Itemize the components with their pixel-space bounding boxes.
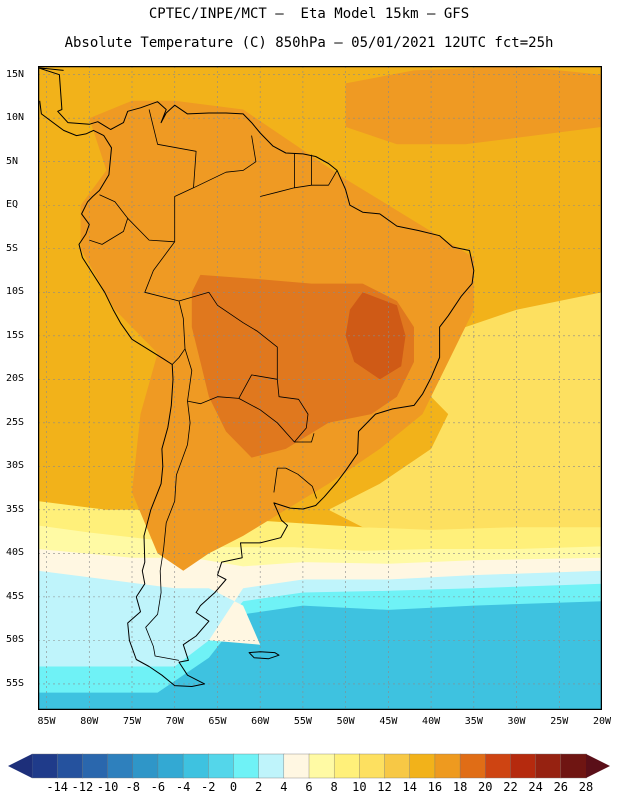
coastline (38, 67, 475, 687)
temperature-map (38, 66, 602, 710)
colorbar-label: 2 (255, 780, 263, 794)
colorbar-cell (308, 753, 335, 779)
map-border (38, 66, 602, 710)
colorbar-label: 28 (578, 780, 594, 794)
colorbar-cell (233, 753, 260, 779)
colorbar-cell (459, 753, 486, 779)
colorbar-label: 22 (503, 780, 518, 794)
lat-label: 10S (6, 286, 25, 298)
lat-label: 30S (6, 460, 25, 472)
colorbar-high-arrow (586, 754, 610, 778)
chart-title-line-2: Absolute Temperature (C) 850hPa – 05/01/… (64, 35, 554, 51)
lat-lon-grid (38, 66, 602, 710)
colorbar-label: 4 (280, 780, 288, 794)
colorbar-label: 6 (305, 780, 313, 794)
colorbar-cell (107, 753, 134, 779)
colorbar-cell (409, 753, 436, 779)
colorbar-label: 24 (528, 780, 543, 794)
colorbar-label: 16 (427, 780, 443, 794)
lat-label: 40S (6, 547, 25, 559)
colorbar-label: 0 (229, 780, 238, 794)
lon-label: 80W (80, 716, 99, 727)
colorbar-cell (485, 753, 512, 779)
colorbar-label: 14 (402, 780, 417, 794)
colorbar-label: -8 (125, 780, 140, 794)
map-panel (38, 66, 602, 710)
colorbar-label: -10 (96, 780, 119, 794)
colorbar (8, 753, 610, 779)
lon-label: 50W (336, 716, 355, 727)
colorbar-label: -12 (71, 780, 94, 794)
colorbar-cells (31, 753, 587, 779)
lat-label: 15N (6, 68, 25, 80)
colorbar-label: -14 (46, 780, 69, 794)
colorbar-cell (535, 753, 562, 779)
lat-label: 5S (6, 242, 19, 254)
colorbar-label: 26 (553, 780, 569, 794)
lat-label: 55S (6, 677, 25, 689)
lon-label: 55W (293, 716, 312, 727)
colorbar-cell (31, 753, 58, 779)
colorbar-cell (434, 753, 461, 779)
colorbar-label: -2 (201, 780, 216, 794)
lon-label: 20W (592, 716, 612, 727)
colorbar-label: 8 (330, 780, 338, 794)
temp-band-atlantic-yellow (328, 292, 602, 530)
lon-label: 60W (251, 716, 270, 727)
lat-label: 35S (6, 503, 25, 515)
lat-label: 20S (6, 373, 25, 385)
colorbar-cell (359, 753, 386, 779)
colorbar-label: -4 (175, 780, 191, 794)
temp-band-hot-chaco (345, 292, 406, 380)
lon-label: 35W (464, 716, 483, 727)
lat-label: 15S (6, 329, 25, 341)
colorbar-cell (283, 753, 310, 779)
colorbar-cell (56, 753, 84, 779)
lon-label: 25W (550, 716, 569, 727)
lat-label: 50S (6, 634, 25, 646)
lat-label: 5N (6, 155, 19, 167)
lat-label: 10N (6, 112, 25, 124)
temp-band-north-orange (345, 66, 602, 145)
colorbar-cell (132, 753, 159, 779)
lat-label: 45S (6, 590, 25, 602)
lat-label: EQ (6, 199, 19, 211)
colorbar-cell (258, 753, 285, 779)
lon-label: 45W (379, 716, 398, 727)
country-borders (89, 109, 338, 661)
colorbar-cell (560, 753, 587, 779)
colorbar-low-arrow (8, 754, 32, 778)
lon-label: 40W (422, 716, 441, 727)
colorbar-cell (384, 753, 411, 779)
colorbar-label: 20 (478, 780, 493, 794)
falkland-islands (248, 651, 280, 660)
lon-label: 75W (122, 716, 142, 727)
lon-label: 65W (208, 716, 227, 727)
colorbar-cell (82, 753, 109, 779)
lon-label: 85W (37, 716, 56, 727)
colorbar-cell (157, 753, 184, 779)
colorbar-label: 12 (377, 780, 392, 794)
colorbar-cell (208, 753, 235, 779)
colorbar-label: 10 (352, 780, 367, 794)
lat-label: 25S (6, 416, 25, 428)
lon-label: 70W (165, 716, 184, 727)
colorbar-label: 18 (452, 780, 468, 794)
colorbar-cell (510, 753, 537, 779)
chart-title-line-1: CPTEC/INPE/MCT – Eta Model 15km – GFS (148, 6, 470, 22)
colorbar-cell (333, 753, 361, 779)
colorbar-cell (182, 753, 209, 779)
colorbar-label: -6 (150, 780, 166, 794)
lon-label: 30W (507, 716, 526, 727)
